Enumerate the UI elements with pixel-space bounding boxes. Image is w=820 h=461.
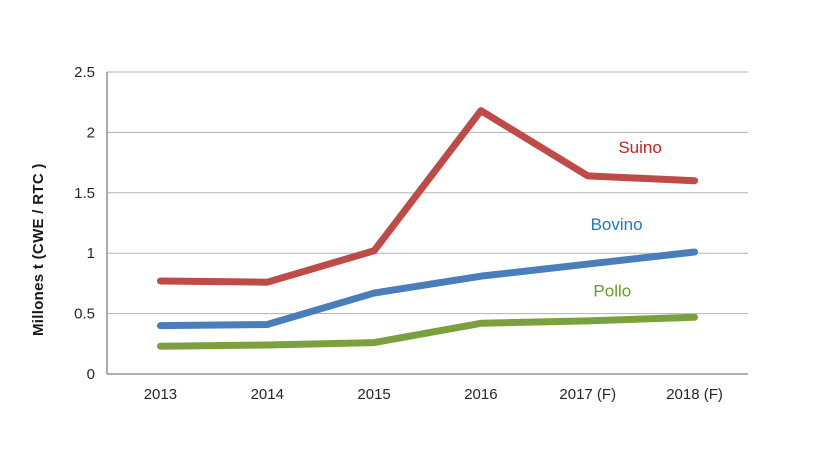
x-tick-label: 2018 (F): [666, 386, 723, 403]
y-axis-title: Millones t (CWE / RTC ): [30, 163, 47, 337]
y-tick-label: 0.5: [74, 306, 95, 323]
x-tick-label: 2013: [144, 386, 177, 403]
series-label-bovino: Bovino: [591, 215, 643, 234]
y-tick-label: 0: [87, 366, 95, 383]
series-line-pollo: [156, 313, 699, 350]
y-tick-label: 1: [87, 245, 95, 262]
x-tick-label: 2016: [464, 386, 497, 403]
series-line-suino: [156, 107, 699, 286]
x-tick-label: 2015: [357, 386, 390, 403]
x-tick-label: 2014: [251, 386, 284, 403]
series-label-suino: Suino: [618, 138, 661, 157]
y-tick-label: 1.5: [74, 185, 95, 202]
y-tick-label: 2: [87, 124, 95, 141]
y-tick-label: 2.5: [74, 64, 95, 81]
x-tick-label: 2017 (F): [559, 386, 616, 403]
series-line-bovino: [156, 248, 699, 330]
series-label-pollo: Pollo: [593, 282, 631, 301]
